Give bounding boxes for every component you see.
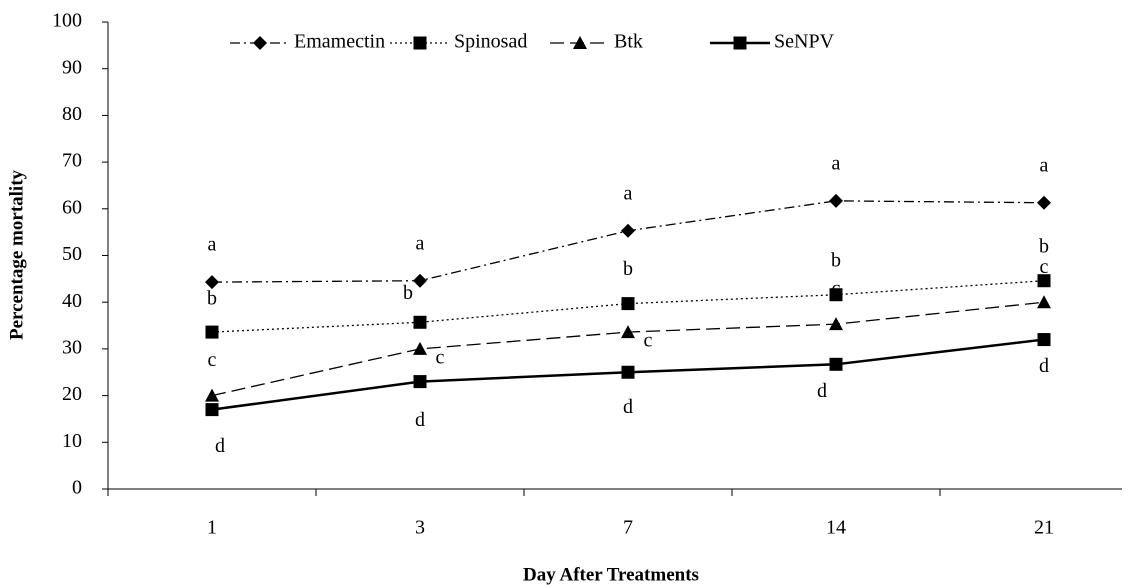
point (621, 223, 635, 238)
point-annotation: b (623, 258, 633, 280)
point-annotation: b (207, 288, 217, 310)
x-tick-label: 14 (826, 517, 846, 539)
point (1037, 274, 1051, 288)
point-annotation: d (215, 435, 225, 457)
point-annotation: a (832, 152, 841, 174)
x-tick-label: 1 (207, 517, 217, 539)
y-axis-title: Percentage mortality (6, 169, 27, 340)
point (1037, 195, 1051, 210)
point-annotation: d (623, 396, 633, 418)
point-annotation: c (644, 330, 653, 352)
point (829, 193, 843, 208)
legend-label: Emamectin (294, 31, 385, 53)
point-annotation: a (208, 234, 217, 256)
point-annotation: b (403, 282, 413, 304)
x-axis-title: Day After Treatments (523, 564, 699, 585)
point (829, 357, 843, 371)
point (1037, 333, 1051, 347)
point (621, 325, 635, 339)
y-tick-label: 40 (62, 290, 82, 312)
point-annotation: b (831, 249, 841, 271)
point (205, 403, 219, 417)
point (205, 388, 219, 402)
point (829, 317, 843, 331)
legend-label: Spinosad (454, 31, 527, 53)
point (205, 275, 219, 290)
point-annotation: a (624, 182, 633, 204)
y-tick-label: 100 (52, 10, 82, 32)
legend-label: SeNPV (774, 31, 835, 53)
point (413, 315, 427, 329)
point (829, 288, 843, 302)
point (413, 341, 427, 355)
point-annotation: d (415, 409, 425, 431)
point-annotation: a (416, 232, 425, 254)
point-annotation: c (1040, 256, 1049, 278)
series-line (211, 301, 1045, 397)
point-annotation: c (832, 278, 841, 300)
point-annotation: a (1040, 154, 1049, 176)
y-tick-label: 80 (62, 103, 82, 125)
x-tick-label: 21 (1034, 517, 1054, 539)
point (205, 325, 219, 339)
point-annotation: b (1039, 235, 1049, 257)
point-annotation: c (436, 346, 445, 368)
y-tick-label: 50 (62, 243, 82, 265)
point-annotation: c (208, 349, 217, 371)
point-annotation: d (817, 380, 827, 402)
point (413, 375, 427, 389)
y-tick-label: 90 (62, 56, 82, 78)
y-tick-label: 20 (62, 383, 82, 405)
y-tick-label: 30 (62, 336, 82, 358)
x-tick-label: 7 (623, 517, 633, 539)
point (621, 365, 635, 379)
legend-marker (413, 36, 427, 50)
legend-label: Btk (614, 31, 643, 53)
y-tick-label: 60 (62, 196, 82, 218)
y-tick-label: 0 (72, 477, 82, 499)
legend-marker (253, 36, 267, 50)
y-tick-label: 70 (62, 150, 82, 172)
y-tick-label: 10 (62, 430, 82, 452)
point (413, 273, 427, 288)
point (621, 297, 635, 311)
x-tick-label: 3 (415, 517, 425, 539)
legend-marker (733, 36, 747, 50)
point (1037, 295, 1051, 309)
point-annotation: d (1039, 355, 1049, 377)
legend-marker (573, 36, 587, 49)
